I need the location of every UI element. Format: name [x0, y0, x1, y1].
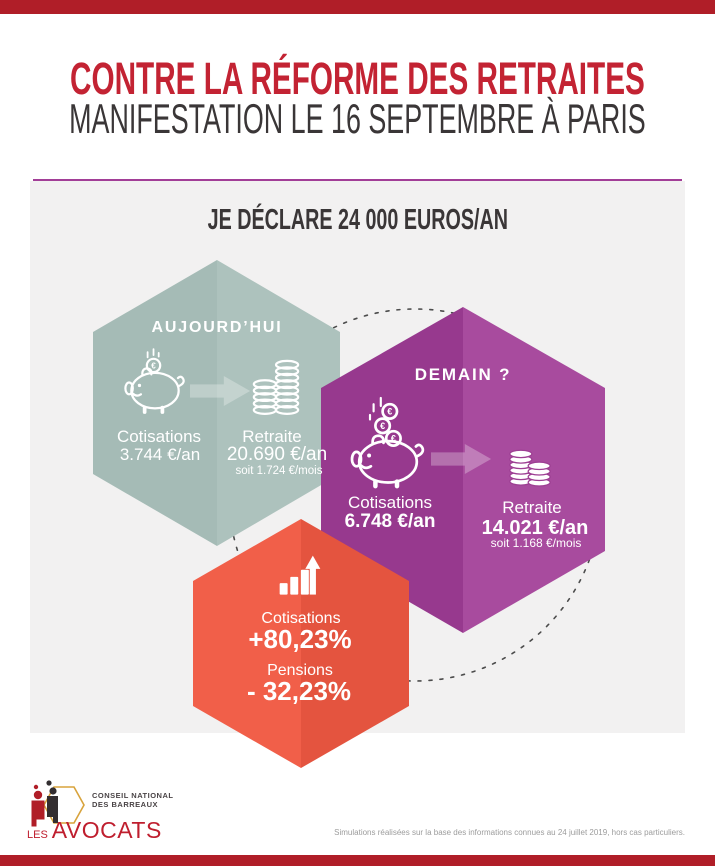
- demain-retraite-label: Retraite: [502, 498, 562, 517]
- coin-stack-icon: [508, 441, 552, 492]
- top-accent-bar: [0, 0, 715, 14]
- divider-line: [33, 179, 682, 181]
- variation-pensions-label: Pensions: [267, 662, 333, 679]
- brand-wordmark: LES AVOCATS: [27, 817, 162, 844]
- demain-cotisations-value: 6.748 €/an: [344, 511, 436, 532]
- poster-subtitle: MANIFESTATION LE 16 SEPTEMBRE À PARIS: [69, 95, 646, 142]
- cnb-logo-icon: [26, 779, 90, 842]
- hexagon-variation: [193, 519, 409, 768]
- piggy-bank-icon: €: [118, 346, 192, 421]
- piggy-bank-coins-icon: € € €: [343, 395, 433, 494]
- arrow-right-icon: [431, 441, 493, 482]
- demain-retraite-monthly: soit 1.168 €/mois: [490, 536, 582, 550]
- today-cotisations-label: Cotisations: [116, 427, 202, 446]
- disclaimer-text: Simulations réalisées sur la base des in…: [334, 828, 685, 837]
- today-cotisations-value: 3.744 €/an: [119, 445, 201, 464]
- panel-heading: JE DÉCLARE 24 000 EUROS/AN: [207, 204, 508, 236]
- today-retraite-monthly: soit 1.724 €/mois: [235, 465, 323, 477]
- arrow-right-icon: [190, 373, 252, 414]
- demain-retraite-value: 14.021 €/an: [481, 517, 589, 539]
- today-title: AUJOURD’HUI: [151, 319, 283, 336]
- org-name-line1: CONSEIL NATIONAL: [92, 791, 174, 800]
- svg-text:€: €: [151, 361, 156, 370]
- org-name-line2: DES BARREAUX: [92, 800, 159, 809]
- bottom-accent-bar: [0, 855, 715, 866]
- svg-text:€: €: [391, 434, 396, 444]
- today-retraite-label: Retraite: [242, 427, 302, 446]
- variation-pensions-value: - 32,23%: [246, 676, 352, 706]
- variation-cotisations-value: +80,23%: [248, 624, 352, 654]
- today-retraite-value: 20.690 €/an: [226, 444, 328, 465]
- hexagon-today: [93, 260, 340, 546]
- brand-name: AVOCATS: [51, 817, 162, 843]
- variation-cotisations-label: Cotisations: [261, 610, 341, 627]
- svg-text:€: €: [387, 407, 392, 417]
- demain-cotisations-label: Cotisations: [347, 493, 433, 512]
- demain-title: DEMAIN ?: [414, 365, 512, 384]
- rising-bar-chart-icon: [277, 553, 323, 604]
- poster-title: CONTRE LA RÉFORME DES RETRAITES: [70, 53, 645, 104]
- brand-prefix: LES: [27, 829, 48, 841]
- coin-stack-icon: [252, 356, 300, 421]
- svg-text:€: €: [380, 421, 385, 431]
